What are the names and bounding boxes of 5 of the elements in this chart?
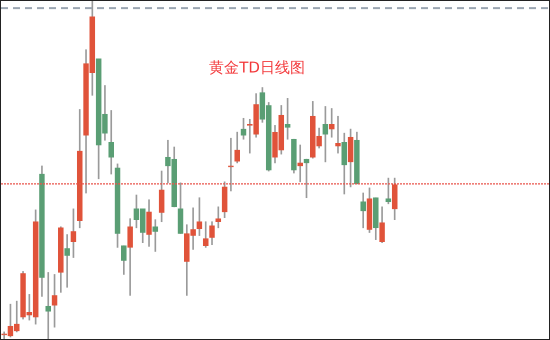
candlestick <box>335 116 341 154</box>
candlestick <box>70 208 76 258</box>
candlestick <box>52 274 58 328</box>
candlestick <box>304 158 310 198</box>
text: 黄金TD日线图 <box>209 58 305 76</box>
